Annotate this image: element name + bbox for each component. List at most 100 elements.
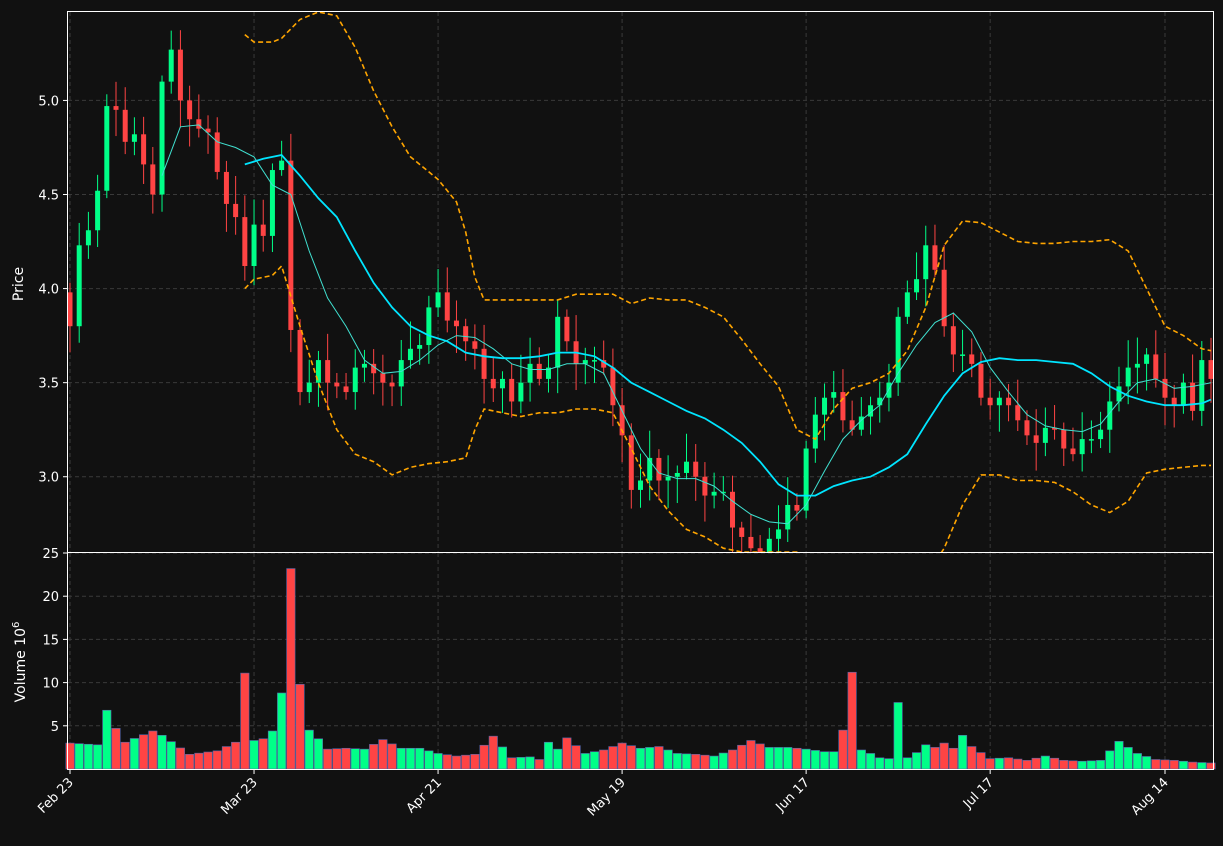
volume-bar	[359, 748, 369, 770]
panel-frames	[67, 11, 1214, 770]
volume-bar	[451, 755, 462, 770]
volume-bar	[479, 744, 489, 770]
volume-bar	[810, 750, 820, 770]
candle-body	[260, 224, 266, 236]
volume-bar	[948, 747, 958, 770]
volume-bar	[258, 738, 268, 770]
volume-bar	[396, 747, 406, 770]
candle-body	[150, 164, 156, 195]
candle-body	[693, 461, 699, 477]
candle-body	[251, 224, 257, 267]
candle-body	[315, 360, 321, 383]
volume-bar	[571, 745, 581, 770]
candle-body	[1024, 420, 1030, 436]
volume-bar	[875, 757, 885, 770]
volume-ytick-label: 15	[42, 633, 59, 648]
candle-body	[1107, 401, 1113, 430]
candle-body	[711, 491, 717, 496]
volume-bar	[221, 746, 231, 770]
volume-bar	[617, 742, 627, 770]
volume-bar	[976, 752, 986, 770]
candle-body	[1171, 397, 1177, 406]
price-ytick-label: 4.5	[38, 189, 59, 204]
volume-bar	[1086, 760, 1096, 770]
candle-body	[242, 217, 248, 267]
volume-axis-title-base: Volume 10	[13, 628, 29, 702]
candle-body	[177, 49, 183, 101]
candle-body	[444, 292, 450, 321]
candle-body	[389, 382, 395, 387]
candle-body	[730, 491, 736, 528]
candle-body	[159, 81, 165, 195]
volume-bar	[838, 729, 848, 770]
axis-labels: Price Volume 106	[11, 267, 29, 702]
price-ytick-label: 5.0	[38, 94, 59, 109]
candle-body	[417, 345, 423, 349]
candle-body	[941, 269, 947, 327]
volume-y-ticks: 5 10 15 20 25	[42, 547, 68, 735]
candle-body	[619, 405, 625, 436]
candle-body	[1162, 378, 1168, 398]
volume-bar	[764, 747, 774, 770]
volume-axis-title-exponent: 6	[11, 622, 22, 628]
price-ytick-label: 3.0	[38, 471, 59, 486]
candle-body	[536, 363, 542, 379]
volume-bar	[267, 730, 277, 770]
volume-bar	[194, 752, 204, 770]
volume-bar	[1040, 755, 1050, 770]
candle-body	[702, 476, 708, 496]
volume-bar	[249, 740, 259, 770]
volume-bar	[74, 743, 84, 770]
candle-body	[1033, 435, 1039, 443]
candle-body	[638, 480, 643, 490]
candle-body	[904, 292, 910, 317]
candle-body	[1134, 363, 1140, 368]
candle-body	[1052, 427, 1058, 430]
volume-bar	[866, 753, 876, 770]
candle-body	[794, 504, 800, 511]
volume-bar	[543, 741, 554, 770]
candle-body	[1190, 382, 1196, 411]
candle-body	[131, 134, 137, 142]
volume-bar	[727, 749, 738, 770]
volume-bar	[286, 568, 296, 770]
volume-bar	[672, 753, 682, 770]
volume-bar	[1068, 760, 1078, 770]
candle-body	[426, 307, 432, 346]
volume-bar	[1151, 759, 1161, 770]
volume-bar	[773, 747, 784, 770]
candle-body	[665, 476, 671, 481]
volume-bar	[1123, 747, 1133, 770]
volume-bar	[912, 752, 922, 770]
candle-body	[223, 171, 229, 204]
candle-body	[1116, 386, 1122, 402]
volume-bar	[1188, 761, 1198, 770]
candle-body	[104, 106, 110, 191]
volume-bar	[985, 758, 995, 770]
volume-bar	[378, 739, 388, 770]
candle-body	[748, 536, 754, 549]
volume-bar	[635, 747, 646, 770]
volume-bar	[1132, 753, 1142, 770]
volume-bar	[921, 744, 931, 770]
volume-bar	[939, 742, 949, 770]
candle-body	[196, 119, 202, 129]
volume-bar	[1013, 758, 1023, 770]
volume-bar	[497, 746, 508, 770]
candle-body	[68, 292, 73, 327]
volume-bar	[847, 671, 857, 770]
volume-bar	[958, 735, 968, 770]
volume-bar	[387, 743, 397, 770]
volume-bar	[1197, 762, 1207, 770]
volume-bar	[1059, 760, 1069, 770]
volume-bar	[1077, 760, 1087, 770]
price-gridlines	[68, 12, 1213, 552]
volume-bar	[139, 734, 149, 770]
candle-body	[996, 397, 1002, 406]
volume-bar	[1178, 760, 1188, 770]
candle-body	[674, 472, 680, 477]
volume-bar	[433, 753, 443, 770]
candle-body	[610, 367, 616, 406]
